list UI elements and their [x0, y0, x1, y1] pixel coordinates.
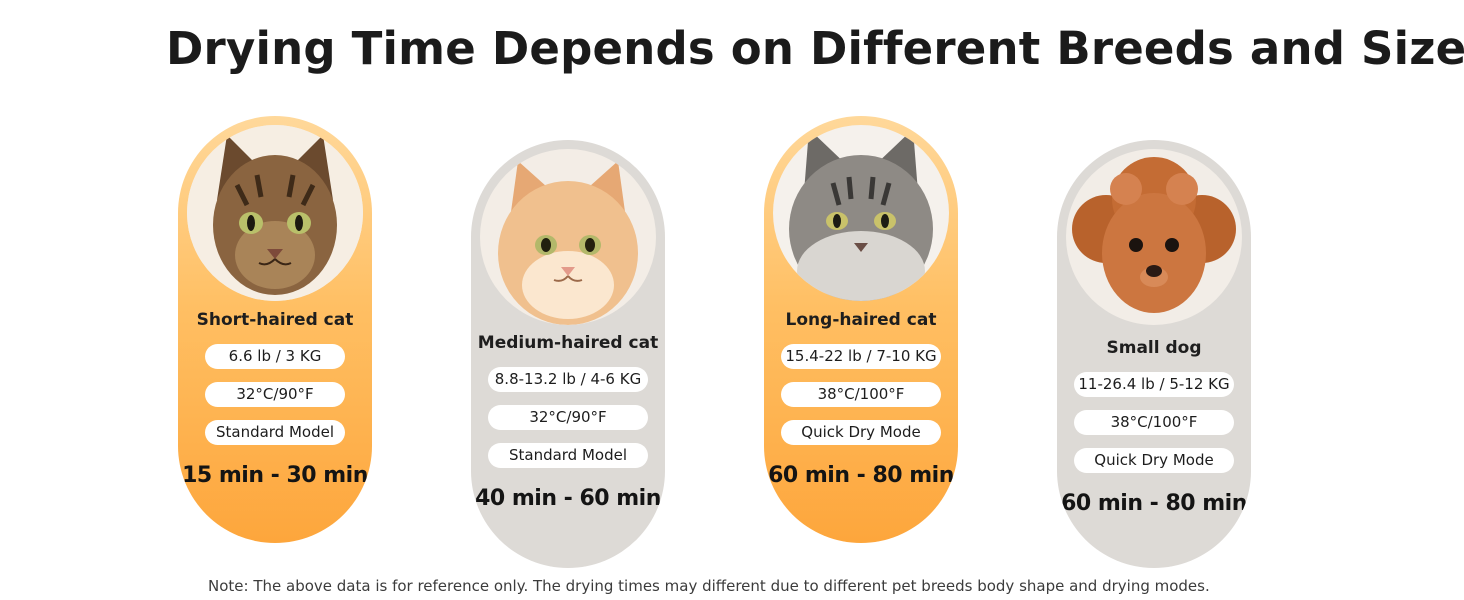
card-label: Small dog	[1106, 338, 1202, 358]
card-label: Short-haired cat	[196, 310, 354, 330]
medium-haired-cat-photo	[480, 149, 656, 325]
mode-pill: Quick Dry Mode	[781, 420, 941, 445]
mode-pill: Standard Model	[488, 443, 648, 468]
temperature-pill: 32°C/90°F	[205, 382, 345, 407]
weight-pill: 8.8-13.2 lb / 4-6 KG	[488, 367, 648, 392]
drying-time: 60 min - 80 min	[768, 463, 954, 488]
mode-pill: Quick Dry Mode	[1074, 448, 1234, 473]
card-small-dog: Small dog 11-26.4 lb / 5-12 KG 38°C/100°…	[1057, 140, 1251, 568]
temperature-pill: 38°C/100°F	[781, 382, 941, 407]
long-haired-cat-photo	[773, 125, 949, 301]
drying-time: 15 min - 30 min	[182, 463, 368, 488]
card-long-haired-cat: Long-haired cat 15.4-22 lb / 7-10 KG 38°…	[764, 116, 958, 543]
small-dog-photo	[1066, 149, 1242, 325]
mode-pill: Standard Model	[205, 420, 345, 445]
card-label: Long-haired cat	[785, 310, 937, 330]
card-label: Medium-haired cat	[477, 333, 659, 353]
weight-pill: 15.4-22 lb / 7-10 KG	[781, 344, 941, 369]
weight-pill: 6.6 lb / 3 KG	[205, 344, 345, 369]
drying-time: 40 min - 60 min	[475, 486, 661, 511]
short-haired-cat-photo	[187, 125, 363, 301]
page-title: Drying Time Depends on Different Breeds …	[166, 22, 1464, 75]
card-short-haired-cat: Short-haired cat 6.6 lb / 3 KG 32°C/90°F…	[178, 116, 372, 543]
drying-time: 60 min - 80 min	[1061, 491, 1247, 516]
weight-pill: 11-26.4 lb / 5-12 KG	[1074, 372, 1234, 397]
footnote: Note: The above data is for reference on…	[208, 577, 1210, 595]
card-medium-haired-cat: Medium-haired cat 8.8-13.2 lb / 4-6 KG 3…	[471, 140, 665, 568]
temperature-pill: 32°C/90°F	[488, 405, 648, 430]
temperature-pill: 38°C/100°F	[1074, 410, 1234, 435]
